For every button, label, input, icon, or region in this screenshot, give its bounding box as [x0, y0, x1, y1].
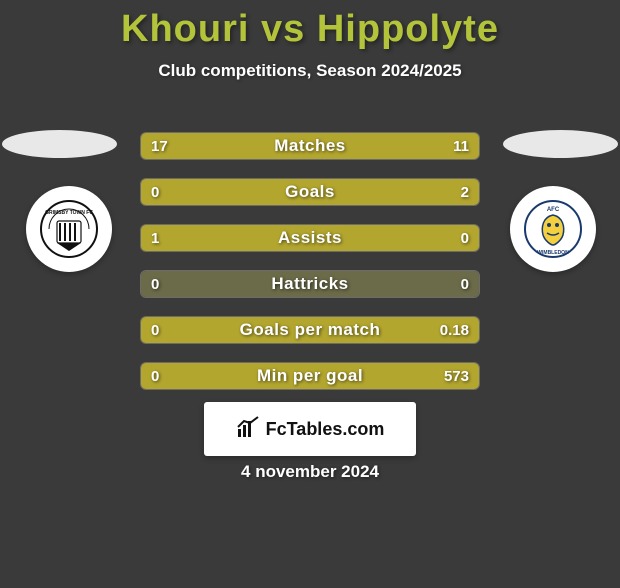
decorative-oval-left [2, 130, 117, 158]
svg-text:AFC: AFC [547, 207, 560, 213]
bar-label: Assists [141, 225, 479, 251]
afc-wimbledon-crest-icon: AFC WIMBLEDON [523, 199, 583, 259]
date-label: 4 november 2024 [0, 462, 620, 482]
svg-text:GRIMSBY TOWN FC: GRIMSBY TOWN FC [45, 210, 93, 216]
stat-bar-row: 1711Matches [140, 132, 480, 160]
stat-bar-row: 10Assists [140, 224, 480, 252]
brand-badge: FcTables.com [204, 402, 416, 456]
bar-label: Hattricks [141, 271, 479, 297]
stat-bar-row: 02Goals [140, 178, 480, 206]
stat-bar-row: 0573Min per goal [140, 362, 480, 390]
stat-bar-row: 00Hattricks [140, 270, 480, 298]
stat-bar-row: 00.18Goals per match [140, 316, 480, 344]
bar-label: Goals [141, 179, 479, 205]
svg-text:WIMBLEDON: WIMBLEDON [537, 250, 569, 256]
player2-name: Hippolyte [317, 8, 499, 50]
team-badge-right: AFC WIMBLEDON [510, 186, 596, 272]
player1-name: Khouri [121, 8, 249, 50]
comparison-bars: 1711Matches 02Goals 10Assists 00Hattricks 00… [140, 132, 480, 408]
subtitle: Club competitions, Season 2024/2025 [0, 61, 620, 81]
vs-separator: vs [261, 8, 305, 50]
chart-icon [236, 415, 260, 444]
decorative-oval-right [503, 130, 618, 158]
bar-label: Goals per match [141, 317, 479, 343]
bar-label: Matches [141, 133, 479, 159]
bar-label: Min per goal [141, 363, 479, 389]
page-title: Khouri vs Hippolyte [0, 8, 620, 51]
grimsby-town-crest-icon: GRIMSBY TOWN FC [39, 199, 99, 259]
brand-text: FcTables.com [266, 419, 385, 440]
team-badge-left: GRIMSBY TOWN FC [26, 186, 112, 272]
